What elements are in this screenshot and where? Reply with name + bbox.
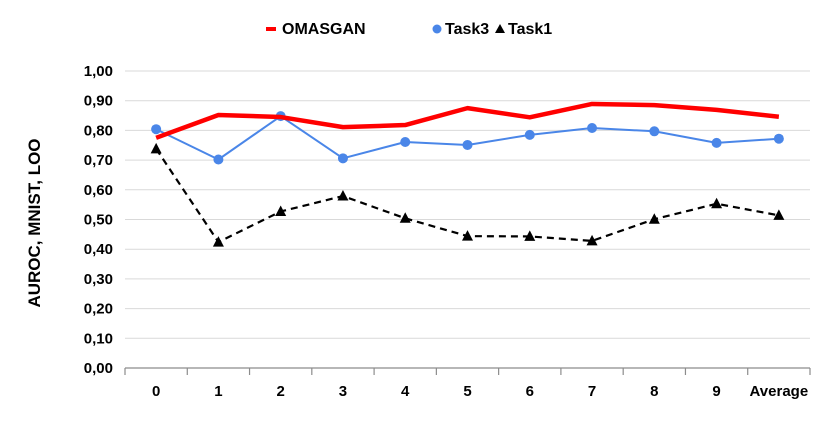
x-tick-label: 8: [650, 383, 658, 400]
legend-item-omasgan: OMASGAN: [266, 21, 366, 38]
data-point: [462, 230, 473, 241]
series-layer: [150, 101, 785, 247]
y-tick-label: 0,80: [84, 122, 113, 139]
x-tick-label: 0: [152, 383, 160, 400]
gridlines: [125, 70, 810, 339]
x-tick-label: 2: [277, 383, 285, 400]
x-tick-label: 1: [214, 383, 222, 400]
data-point: [151, 124, 162, 135]
y-axis-title: AUROC, MNIST, LOO: [25, 138, 44, 307]
data-point: [773, 133, 784, 144]
data-point: [649, 126, 660, 137]
series-omasgan: [155, 101, 780, 140]
legend-label: OMASGAN: [282, 21, 366, 38]
series-task3: [151, 111, 784, 165]
data-point: [586, 234, 598, 246]
y-tick-label: 1,00: [84, 63, 113, 80]
x-tick-label: 5: [463, 383, 471, 400]
x-tick-label: 6: [526, 383, 534, 400]
x-tick-label: 4: [401, 383, 410, 400]
y-axis-ticks: 0,00 0,10 0,20 0,30 0,40 0,50 0,60 0,70 0,80 0,90…: [84, 63, 113, 377]
y-tick-label: 0,00: [84, 360, 113, 377]
x-tick-label: 3: [339, 383, 347, 400]
series-line: [155, 115, 779, 161]
y-tick-label: 0,10: [84, 330, 113, 347]
legend-item-task3: Task3: [432, 21, 489, 38]
y-tick-label: 0,70: [84, 152, 113, 169]
legend-swatch: [432, 24, 442, 34]
y-tick-label: 0,20: [84, 301, 113, 318]
y-tick-label: 0,40: [84, 241, 113, 258]
data-point: [275, 205, 287, 216]
y-tick-label: 0,90: [84, 93, 113, 110]
data-point: [213, 154, 224, 165]
data-point: [337, 190, 349, 201]
series-task1: [150, 142, 785, 247]
data-point: [462, 139, 473, 150]
data-point: [150, 142, 162, 154]
data-point: [773, 209, 785, 220]
legend: OMASGAN Task3 Task1: [266, 21, 552, 38]
x-tick-label: Average: [750, 383, 809, 400]
data-point: [337, 153, 348, 164]
y-tick-label: 0,30: [84, 271, 113, 288]
data-point: [524, 129, 535, 140]
series-line: [155, 148, 780, 244]
x-tick-label: 7: [588, 383, 596, 400]
data-point: [711, 197, 723, 209]
data-point: [212, 236, 224, 247]
data-point: [648, 213, 660, 224]
data-point: [399, 212, 411, 223]
y-tick-label: 0,50: [84, 212, 113, 229]
y-tick-label: 0,60: [84, 182, 113, 199]
legend-label: Task1: [508, 21, 552, 38]
data-point: [400, 136, 411, 147]
legend-item-task1: Task1: [495, 21, 552, 38]
data-point: [711, 137, 722, 148]
data-point: [524, 230, 536, 241]
data-point: [587, 123, 598, 134]
legend-label: Task3: [445, 21, 489, 38]
legend-swatch: [495, 24, 505, 33]
series-line: [155, 101, 780, 140]
x-tick-label: 9: [712, 383, 720, 400]
x-axis: 0 1 2 3 4 5 6 7 8 9 Average: [124, 367, 811, 400]
